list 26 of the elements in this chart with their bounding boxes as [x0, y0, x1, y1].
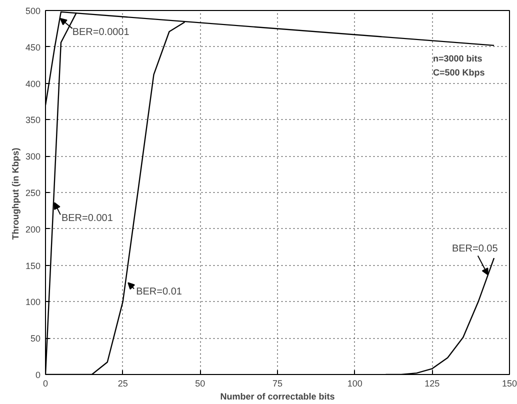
y-axis-title: Throughput (in Kbps)	[10, 148, 20, 240]
annotation: n=3000 bits	[432, 54, 482, 64]
annotation: BER=0.05	[452, 243, 498, 254]
annotation: BER=0.0001	[72, 27, 130, 38]
y-tick-label: 200	[25, 224, 41, 234]
y-tick-label: 150	[25, 260, 41, 271]
x-tick-label: 150	[502, 378, 517, 388]
annotation: BER=0.001	[61, 213, 114, 224]
y-tick-label: 100	[25, 297, 41, 308]
x-tick-label: 0	[42, 378, 48, 388]
y-tick-label: 400	[25, 78, 41, 89]
x-axis-title: Number of correctable bits	[220, 392, 335, 402]
annotation: BER=0.01	[136, 286, 182, 298]
y-tick-label: 500	[25, 6, 41, 16]
y-tick-label: 450	[25, 42, 41, 52]
x-tick-label: 100	[347, 378, 362, 388]
y-tick-label: 0	[35, 370, 41, 380]
y-tick-label: 350	[25, 115, 41, 126]
y-tick-label: 250	[25, 188, 41, 198]
x-tick-label: 25	[118, 378, 128, 388]
y-tick-label: 50	[30, 334, 41, 344]
annotation: C=500 Kbps	[432, 67, 485, 78]
x-tick-label: 75	[272, 378, 283, 388]
x-tick-label: 125	[424, 378, 440, 388]
y-tick-label: 300	[25, 152, 41, 162]
x-tick-label: 50	[195, 378, 206, 388]
